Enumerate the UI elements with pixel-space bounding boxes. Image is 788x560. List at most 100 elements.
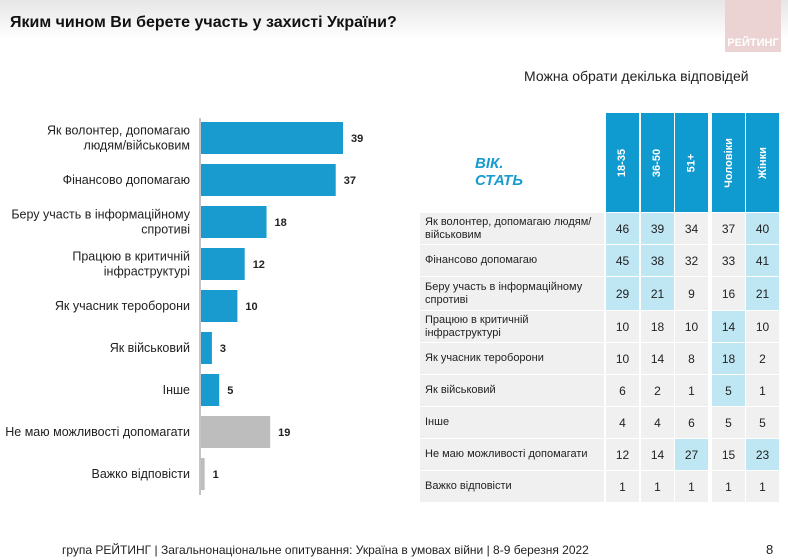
category-label: спротиві (141, 223, 190, 237)
table-cell: 5 (746, 407, 779, 438)
top-bar (0, 0, 788, 40)
row-label: Фінансово допомагаю (420, 245, 604, 276)
table-cell: 23 (746, 439, 779, 470)
category-label: Не маю можливості допомагати (5, 425, 190, 439)
row-label: Інше (420, 407, 604, 438)
data-label: 12 (253, 259, 265, 271)
column-header: 18-35 (606, 113, 639, 212)
table-cell: 37 (712, 213, 745, 244)
table-cell: 15 (712, 439, 745, 470)
category-label: Працюю в критичній (72, 250, 190, 264)
table-corner-label: ВІК. СТАТЬ (475, 155, 523, 189)
category-label: Фінансово допомагаю (63, 173, 190, 187)
bar (201, 248, 245, 280)
table-cell: 14 (641, 439, 674, 470)
row-label: Беру участь в інформаційному спротиві (420, 277, 604, 310)
bar (201, 206, 267, 238)
page-title: Яким чином Ви берете участь у захисті Ук… (10, 14, 397, 31)
table-cell: 27 (675, 439, 708, 470)
category-label: Беру участь в інформаційному (11, 208, 190, 222)
table-cell: 38 (641, 245, 674, 276)
table-cell: 4 (606, 407, 639, 438)
data-label: 37 (344, 175, 356, 187)
data-label: 10 (245, 301, 257, 313)
category-label: Важко відповісти (92, 467, 191, 481)
table-cell: 45 (606, 245, 639, 276)
table-cell: 40 (746, 213, 779, 244)
data-label: 19 (278, 427, 290, 439)
table-cell: 39 (641, 213, 674, 244)
table-cell: 1 (712, 471, 745, 502)
row-label: Не маю можливості допомагати (420, 439, 604, 470)
category-label: людям/військовим (84, 139, 190, 153)
bar (201, 458, 205, 490)
table-cell: 5 (712, 375, 745, 406)
table-cell: 1 (746, 375, 779, 406)
data-label: 1 (213, 469, 219, 481)
category-label: Інше (163, 383, 190, 397)
table-cell: 10 (746, 311, 779, 342)
row-label: Як учасник тероборони (420, 343, 604, 374)
table-cell: 10 (606, 343, 639, 374)
table-cell: 16 (712, 277, 745, 310)
bar (201, 290, 238, 322)
bar (201, 374, 220, 406)
table-cell: 18 (641, 311, 674, 342)
data-label: 5 (227, 385, 233, 397)
row-label: Як військовий (420, 375, 604, 406)
table-cell: 2 (746, 343, 779, 374)
table-cell: 14 (712, 311, 745, 342)
table-cell: 1 (675, 471, 708, 502)
bar (201, 122, 343, 154)
column-header-label: 51+ (685, 153, 698, 172)
table-cell: 6 (675, 407, 708, 438)
table-cell: 1 (606, 471, 639, 502)
table-cell: 21 (746, 277, 779, 310)
page-number: 8 (766, 542, 774, 557)
table-cell: 34 (675, 213, 708, 244)
bar (201, 164, 336, 196)
table-cell: 1 (675, 375, 708, 406)
table-cell: 10 (606, 311, 639, 342)
bar-chart: 39 Як волонтер, допомагаюлюдям/військовим… (5, 118, 363, 495)
column-header: 36-50 (641, 113, 674, 212)
table-cell: 6 (606, 375, 639, 406)
table-cell: 2 (641, 375, 674, 406)
table-cell: 41 (746, 245, 779, 276)
table-cell: 46 (606, 213, 639, 244)
category-label: Як учасник тероборони (55, 299, 190, 313)
table-cell: 9 (675, 277, 708, 310)
table-cell: 1 (746, 471, 779, 502)
bar (201, 416, 271, 448)
table-cell: 18 (712, 343, 745, 374)
column-header-label: 36-50 (651, 148, 664, 177)
category-label: Як військовий (110, 341, 190, 355)
footer: група РЕЙТИНГ | Загальнонаціональне опит… (62, 543, 589, 557)
row-label: Як волонтер, допомагаю людям/військовим (420, 213, 604, 244)
row-label: Важко відповісти (420, 471, 604, 502)
table-cell: 4 (641, 407, 674, 438)
table-cell: 14 (641, 343, 674, 374)
table-cell: 5 (712, 407, 745, 438)
table-cell: 10 (675, 311, 708, 342)
table-cell: 21 (641, 277, 674, 310)
column-header-label: 18-35 (616, 148, 629, 177)
data-label: 18 (275, 217, 287, 229)
table-cell: 29 (606, 277, 639, 310)
subtitle: Можна обрати декілька відповідей (524, 68, 749, 84)
bar (201, 332, 212, 364)
column-header-label: Чоловіки (722, 137, 735, 188)
category-label: Як волонтер, допомагаю (47, 124, 190, 138)
logo: РЕЙТИНГ (725, 0, 781, 52)
table-cell: 33 (712, 245, 745, 276)
column-header: Чоловіки (712, 113, 745, 212)
table-cell: 12 (606, 439, 639, 470)
column-header: 51+ (675, 113, 708, 212)
column-header-label: Жінки (756, 146, 769, 179)
row-label: Працюю в критичній інфраструктурі (420, 311, 604, 342)
category-label: інфраструктурі (104, 265, 190, 279)
table-cell: 8 (675, 343, 708, 374)
data-label: 3 (220, 343, 226, 355)
table-cell: 1 (641, 471, 674, 502)
column-header: Жінки (746, 113, 779, 212)
